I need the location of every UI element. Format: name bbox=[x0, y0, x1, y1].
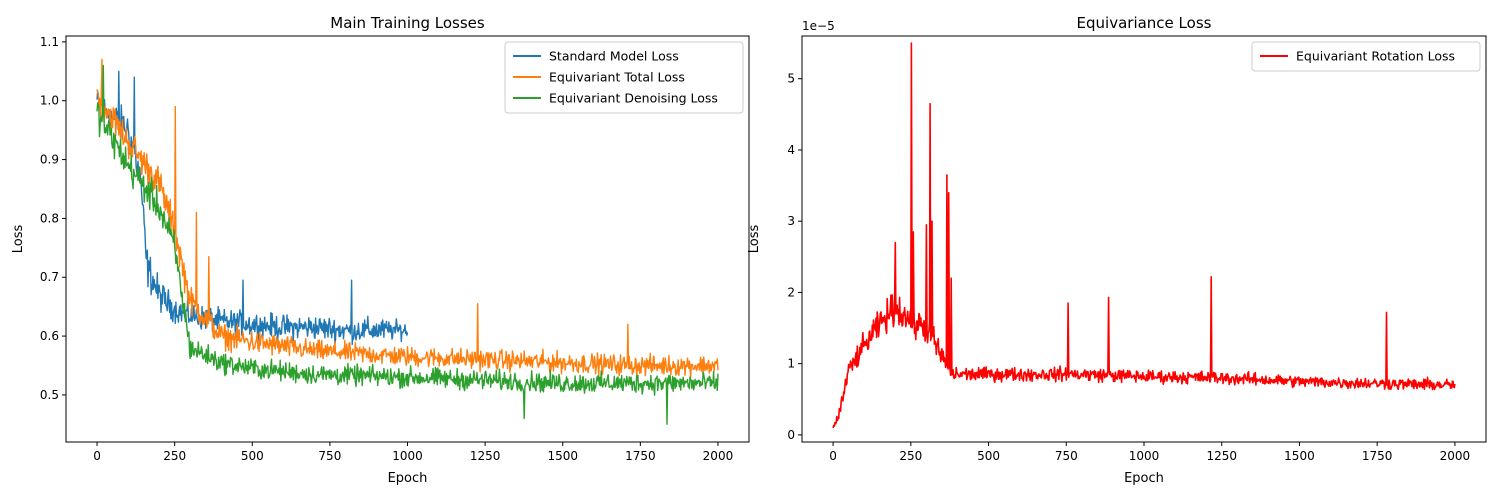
y-tick-label: 3 bbox=[787, 214, 795, 228]
x-tick-label: 0 bbox=[829, 449, 837, 463]
x-tick-label: 2000 bbox=[1440, 449, 1471, 463]
legend-box bbox=[504, 41, 744, 114]
y-tick-label: 0.8 bbox=[40, 211, 59, 225]
x-tick-label: 1250 bbox=[470, 449, 501, 463]
y-axis-label: Loss bbox=[11, 225, 26, 254]
x-tick-label: 2000 bbox=[703, 449, 734, 463]
y-tick-label: 2 bbox=[787, 285, 795, 299]
x-tick-label: 1500 bbox=[1284, 449, 1315, 463]
y-tick-label: 0.6 bbox=[40, 329, 59, 343]
x-tick-label: 1250 bbox=[1206, 449, 1237, 463]
y-tick-label: 4 bbox=[787, 143, 795, 157]
legend: Equivariant Rotation Loss bbox=[1251, 41, 1481, 72]
series-line-3 bbox=[96, 64, 719, 425]
y-tick-label: 1.1 bbox=[40, 35, 59, 49]
x-axis-label: Epoch bbox=[388, 471, 428, 486]
x-tick-label: 0 bbox=[93, 449, 101, 463]
series-line-2 bbox=[96, 58, 719, 379]
legend-entry: Standard Model Loss bbox=[549, 49, 679, 64]
x-tick-label: 1750 bbox=[1362, 449, 1393, 463]
x-tick-label: 1000 bbox=[392, 449, 423, 463]
chart-panel-2: 0 250 500 750 1000 1250 1500 1750 2000 0 1 2 3 4 5 Epoc… bbox=[747, 14, 1487, 486]
legend-entry: Equivariant Denoising Loss bbox=[549, 91, 718, 106]
chart-panel-1: 0 250 500 750 1000 1250 1500 1750 2000 0.5 0.6 0.7 0… bbox=[11, 14, 750, 486]
y-offset-label: 1e−5 bbox=[802, 19, 835, 33]
y-tick-label: 1.0 bbox=[40, 94, 59, 108]
y-tick-label: 0.7 bbox=[40, 270, 59, 284]
x-tick-label: 1500 bbox=[547, 449, 578, 463]
x-tick-label: 1750 bbox=[625, 449, 656, 463]
y-tick-label: 1 bbox=[787, 357, 795, 371]
chart-title: Equivariance Loss bbox=[1077, 14, 1212, 32]
y-tick-label: 0 bbox=[787, 428, 795, 442]
y-axis-label: Loss bbox=[747, 225, 762, 254]
legend-entry: Equivariant Rotation Loss bbox=[1296, 49, 1455, 64]
legend-entry: Equivariant Total Loss bbox=[549, 70, 685, 85]
y-tick-label: 5 bbox=[787, 72, 795, 86]
legend-box bbox=[1251, 41, 1481, 72]
x-tick-label: 500 bbox=[977, 449, 1000, 463]
x-tick-label: 250 bbox=[163, 449, 186, 463]
x-tick-label: 500 bbox=[241, 449, 264, 463]
x-tick-label: 750 bbox=[1055, 449, 1078, 463]
series-line-1 bbox=[832, 42, 1456, 429]
x-axis-label: Epoch bbox=[1124, 471, 1164, 486]
y-tick-label: 0.9 bbox=[40, 153, 59, 167]
legend: Standard Model Loss Equivariant Total Los… bbox=[504, 41, 744, 114]
x-tick-label: 250 bbox=[899, 449, 922, 463]
series-line-1 bbox=[96, 70, 409, 346]
chart-title: Main Training Losses bbox=[330, 14, 485, 32]
x-tick-label: 750 bbox=[318, 449, 341, 463]
x-tick-label: 1000 bbox=[1129, 449, 1160, 463]
y-tick-label: 0.5 bbox=[40, 388, 59, 402]
